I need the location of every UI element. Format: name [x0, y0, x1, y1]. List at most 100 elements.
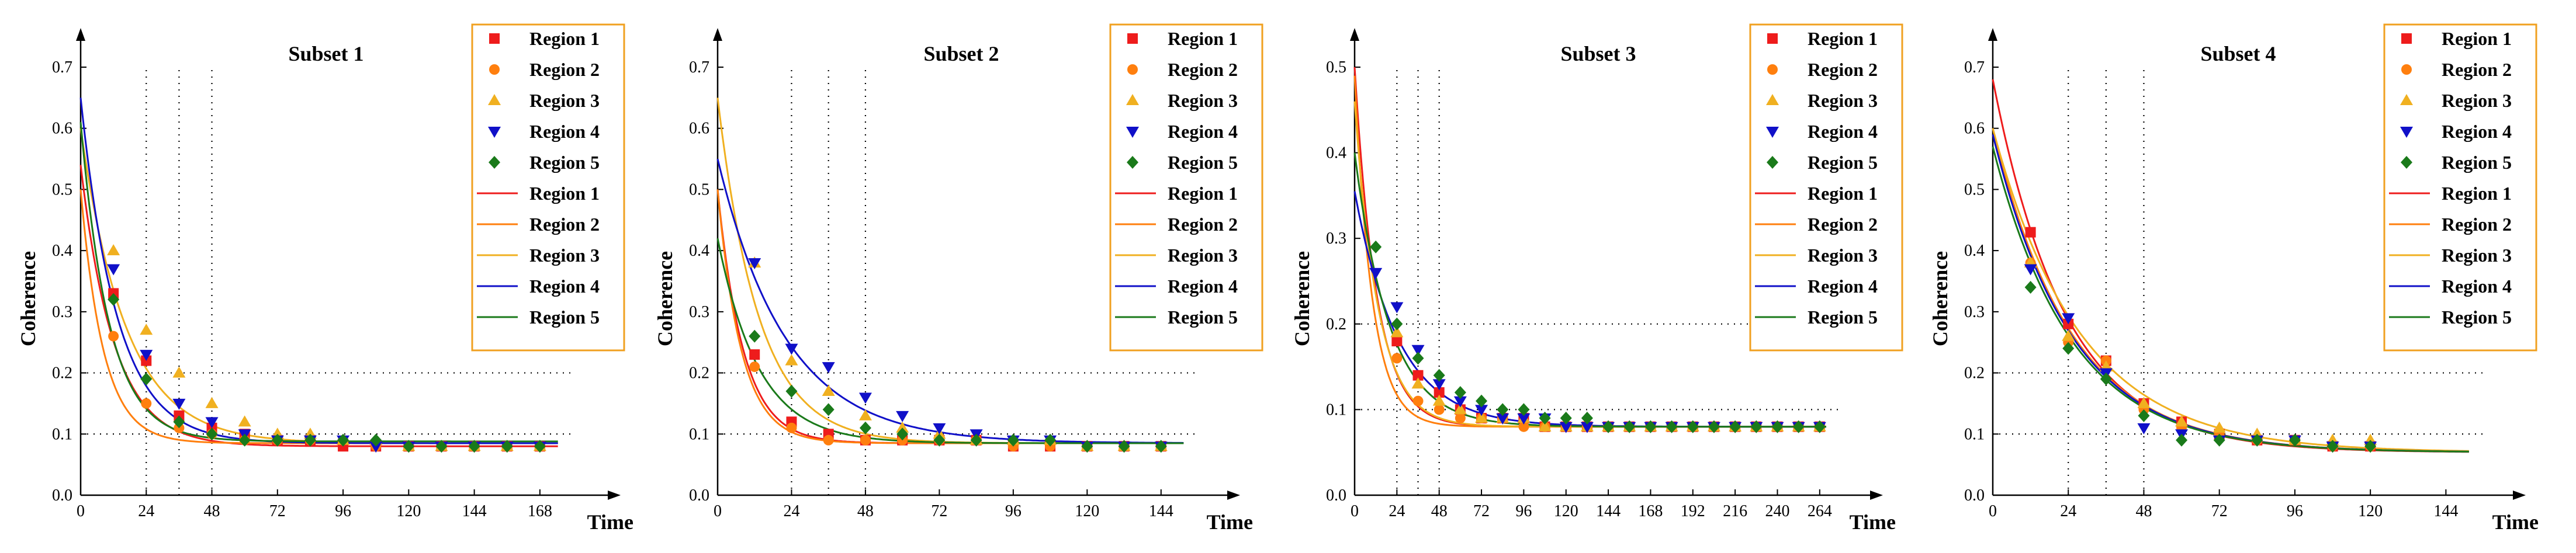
y-tick-label: 0.1: [1326, 401, 1346, 419]
data-point-region-4: [1432, 379, 1446, 391]
data-point-region-3: [2175, 415, 2189, 427]
data-point-region-3: [1475, 412, 1488, 423]
data-point-region-3: [238, 415, 251, 427]
data-point-region-5: [1454, 386, 1466, 399]
legend-box: [471, 23, 625, 352]
data-point-region-3: [2213, 421, 2226, 433]
y-tick-label: 0.3: [52, 303, 72, 321]
data-point-region-5: [173, 415, 185, 429]
legend-label: Region 5: [2442, 152, 2512, 173]
data-point-region-1: [749, 349, 760, 360]
legend-label: Region 1: [1808, 183, 1878, 204]
data-point-region-5: [933, 433, 946, 447]
x-tick-label: 144: [462, 502, 487, 520]
legend-label: Region 3: [529, 245, 600, 266]
data-point-region-4: [785, 343, 798, 355]
x-tick-label: 264: [1808, 502, 1832, 520]
data-point-region-5: [2024, 280, 2037, 294]
data-point-region-5: [534, 440, 546, 453]
data-point-region-4: [1390, 302, 1404, 314]
data-point-region-4: [822, 362, 835, 374]
data-point-region-5: [271, 433, 283, 447]
data-point-region-5: [1412, 352, 1424, 365]
data-point-region-2: [1455, 413, 1466, 424]
legend-label: Region 1: [1808, 28, 1878, 49]
y-axis-label: Coherence: [1928, 251, 1952, 346]
x-tick-label: 72: [1473, 502, 1490, 520]
data-point-region-5: [1602, 420, 1615, 433]
x-axis-label: Time: [2492, 510, 2539, 534]
y-axis-label: Coherence: [1290, 251, 1314, 346]
fit-curve-region-4: [716, 158, 1184, 444]
data-point-region-5: [1391, 317, 1403, 331]
legend-marker-region-1: [1767, 33, 1778, 44]
legend-marker-region-4: [488, 127, 501, 138]
x-tick-label: 0: [1351, 502, 1359, 520]
data-point-region-5: [140, 373, 153, 386]
data-point-region-5: [468, 440, 480, 453]
legend-label: Region 5: [1168, 152, 1238, 173]
y-tick-label: 0.0: [52, 486, 72, 505]
x-tick-label: 0: [1989, 502, 1997, 520]
legend-marker-region-5: [2401, 156, 2412, 169]
y-axis-arrow: [1988, 28, 1997, 41]
x-axis-arrow: [608, 491, 621, 500]
x-axis-arrow: [1870, 491, 1883, 500]
y-tick-label: 0.4: [1326, 144, 1346, 162]
x-tick-label: 24: [2060, 502, 2076, 520]
data-point-region-4: [1369, 267, 1383, 279]
y-axis-arrow: [1350, 28, 1359, 41]
data-point-region-3: [1453, 403, 1467, 415]
data-point-region-4: [933, 423, 946, 434]
x-tick-label: 96: [2287, 502, 2303, 520]
x-tick-label: 96: [335, 502, 351, 520]
legend: Region 1 Region 2 Region 3 Region 4 Region 5…: [2383, 23, 2537, 352]
data-point-region-5: [2176, 433, 2188, 447]
data-point-region-5: [1560, 412, 1572, 425]
data-point-region-5: [1708, 420, 1720, 433]
y-tick-label: 0.1: [689, 425, 709, 443]
data-point-region-5: [822, 403, 835, 416]
legend-label: Region 1: [529, 28, 600, 49]
x-tick-label: 240: [1765, 502, 1789, 520]
legend-box: [2383, 23, 2537, 352]
data-point-region-3: [1538, 420, 1552, 432]
legend-label: Region 4: [1808, 121, 1878, 142]
legend-label: Region 2: [2442, 59, 2512, 80]
data-point-region-5: [2062, 342, 2075, 355]
data-point-region-2: [1391, 353, 1403, 364]
data-point-region-5: [1155, 440, 1167, 453]
data-point-region-5: [108, 293, 120, 306]
data-point-region-2: [108, 331, 119, 342]
x-axis-label: Time: [587, 510, 633, 534]
y-tick-label: 0.0: [1326, 486, 1346, 505]
legend-label: Region 4: [1168, 276, 1238, 297]
data-point-region-4: [1517, 413, 1531, 425]
x-tick-label: 144: [1596, 502, 1621, 520]
data-point-region-5: [1771, 420, 1784, 433]
data-point-region-1: [1434, 387, 1445, 398]
data-point-region-5: [2251, 433, 2263, 447]
data-point-region-2: [1412, 395, 1424, 406]
fit-curve-region-5: [716, 238, 1184, 444]
data-point-region-5: [501, 440, 513, 453]
legend-label: Region 4: [1168, 121, 1238, 142]
legend-label: Region 3: [529, 90, 600, 111]
data-point-region-5: [785, 384, 798, 398]
x-axis-arrow: [1227, 491, 1240, 500]
data-point-region-4: [2137, 423, 2151, 434]
chart-panel-3: 0.0 0.1 0.2 0.3 0.4 0.5 0 24 48 72 96 120 144 168 192 2…: [1290, 23, 1903, 534]
data-point-region-5: [370, 433, 382, 447]
x-axis-arrow: [2513, 491, 2526, 500]
data-point-region-1: [1391, 336, 1403, 347]
data-point-region-4: [369, 441, 383, 453]
legend-marker-region-2: [2401, 64, 2412, 75]
legend-label: Region 2: [529, 214, 600, 235]
legend-label: Region 2: [529, 59, 600, 80]
x-tick-label: 24: [138, 502, 154, 520]
x-tick-label: 96: [1515, 502, 1532, 520]
data-point-region-5: [2288, 433, 2301, 447]
data-point-region-4: [1559, 422, 1573, 433]
